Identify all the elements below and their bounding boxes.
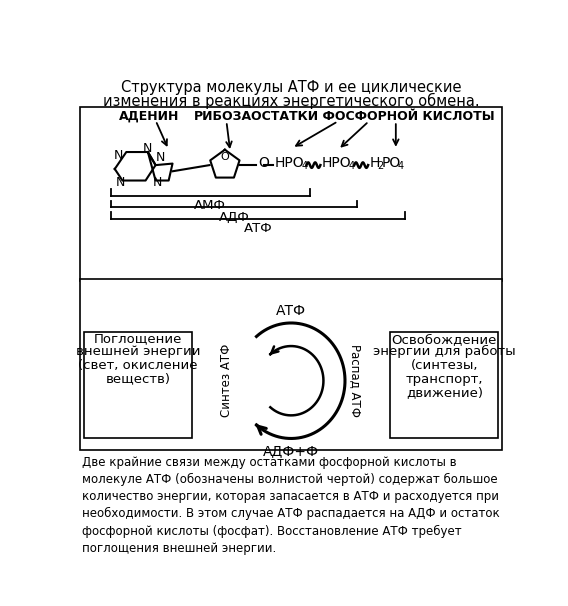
Text: Распад АТФ: Распад АТФ xyxy=(349,344,362,417)
Text: АДФ+Ф: АДФ+Ф xyxy=(263,444,319,458)
Text: (синтезы,: (синтезы, xyxy=(411,359,478,372)
Text: АМФ: АМФ xyxy=(194,199,226,212)
Text: Поглощение: Поглощение xyxy=(94,333,182,345)
Text: N: N xyxy=(114,150,123,162)
Text: 4: 4 xyxy=(349,161,355,171)
Bar xyxy=(84,332,192,439)
Text: Структура молекулы АТФ и ее циклические: Структура молекулы АТФ и ее циклические xyxy=(121,81,461,95)
Text: N: N xyxy=(152,176,162,189)
Text: АДФ: АДФ xyxy=(219,210,249,224)
Text: транспорт,: транспорт, xyxy=(406,373,483,385)
Text: внешней энергии: внешней энергии xyxy=(76,345,200,358)
Text: PO: PO xyxy=(382,156,401,170)
Text: HPO: HPO xyxy=(274,156,304,170)
Text: энергии для работы: энергии для работы xyxy=(373,345,516,358)
Text: АДЕНИН: АДЕНИН xyxy=(119,110,179,122)
Text: движение): движение) xyxy=(406,387,483,399)
Bar xyxy=(390,332,498,439)
Text: N: N xyxy=(156,151,165,164)
Text: (свет, окисление: (свет, окисление xyxy=(78,359,198,372)
Text: 4: 4 xyxy=(398,161,403,171)
Text: 4: 4 xyxy=(301,161,307,171)
Text: АТФ: АТФ xyxy=(244,222,272,235)
Text: HPO: HPO xyxy=(322,156,352,170)
Text: Синтез АТФ: Синтез АТФ xyxy=(220,344,233,418)
Text: веществ): веществ) xyxy=(106,373,170,385)
Text: N: N xyxy=(143,142,153,155)
Text: Освобождение: Освобождение xyxy=(392,333,497,345)
Text: 2: 2 xyxy=(377,161,383,171)
Text: РИБОЗА: РИБОЗА xyxy=(194,110,252,122)
Text: O: O xyxy=(258,156,269,170)
Text: Две крайние связи между остатками фосфорной кислоты в
молекуле АТФ (обозначены в: Две крайние связи между остатками фосфор… xyxy=(82,456,499,554)
Bar xyxy=(80,107,502,281)
Text: изменения в реакциях энергетического обмена.: изменения в реакциях энергетического обм… xyxy=(103,93,479,109)
Text: ОСТАТКИ ФОСФОРНОЙ КИСЛОТЫ: ОСТАТКИ ФОСФОРНОЙ КИСЛОТЫ xyxy=(251,110,495,122)
Bar xyxy=(80,279,502,450)
Text: АТФ: АТФ xyxy=(276,304,306,318)
Text: O: O xyxy=(220,153,229,162)
Text: H: H xyxy=(370,156,380,170)
Text: N: N xyxy=(115,176,125,189)
